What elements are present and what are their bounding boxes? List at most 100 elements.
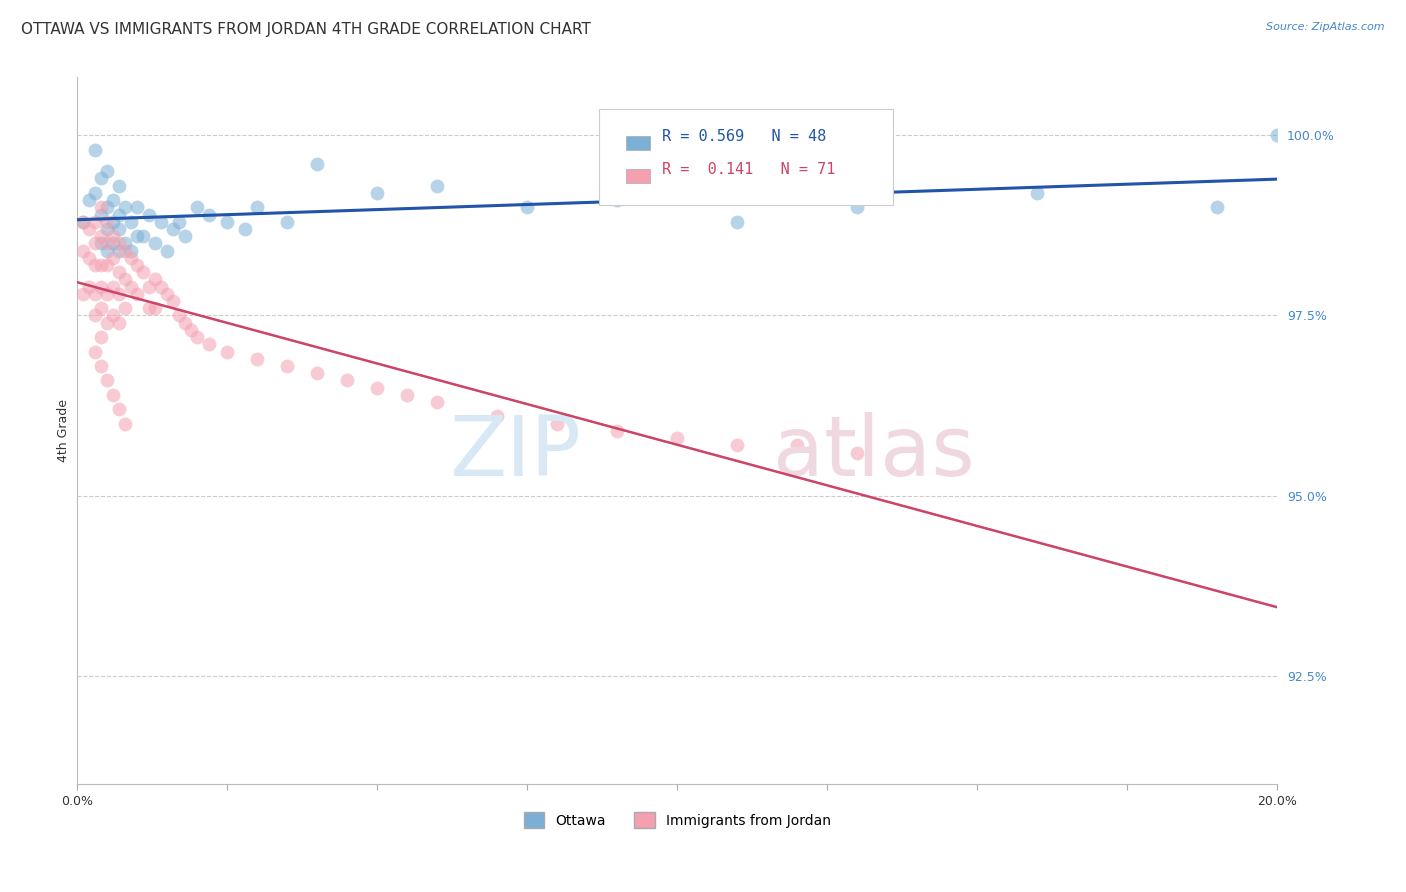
Point	[96, 286, 118, 301]
Point	[120, 215, 142, 229]
Point	[120, 279, 142, 293]
Text: atlas: atlas	[773, 411, 974, 492]
Point	[846, 200, 869, 214]
Point	[96, 215, 118, 229]
Point	[96, 236, 118, 251]
Point	[101, 193, 124, 207]
Point	[72, 286, 94, 301]
Point	[198, 207, 221, 221]
Point	[174, 229, 197, 244]
FancyBboxPatch shape	[626, 169, 650, 184]
Point	[246, 351, 269, 366]
Point	[114, 272, 136, 286]
Point	[90, 207, 112, 221]
Point	[96, 258, 118, 272]
Point	[396, 388, 419, 402]
Text: OTTAWA VS IMMIGRANTS FROM JORDAN 4TH GRADE CORRELATION CHART: OTTAWA VS IMMIGRANTS FROM JORDAN 4TH GRA…	[21, 22, 591, 37]
Point	[138, 207, 160, 221]
FancyBboxPatch shape	[626, 136, 650, 150]
Y-axis label: 4th Grade: 4th Grade	[58, 400, 70, 462]
Point	[174, 316, 197, 330]
Point	[246, 200, 269, 214]
Point	[276, 359, 298, 373]
Point	[84, 215, 107, 229]
Point	[186, 200, 208, 214]
Text: ZIP: ZIP	[450, 411, 581, 492]
Point	[114, 244, 136, 258]
Point	[1265, 128, 1288, 143]
Legend: Ottawa, Immigrants from Jordan: Ottawa, Immigrants from Jordan	[517, 806, 837, 834]
Point	[366, 381, 388, 395]
Point	[307, 366, 329, 380]
Point	[546, 417, 568, 431]
Point	[426, 178, 449, 193]
Point	[725, 215, 748, 229]
Point	[127, 200, 149, 214]
Point	[90, 359, 112, 373]
Point	[150, 215, 173, 229]
Point	[516, 200, 538, 214]
Point	[84, 186, 107, 200]
Point	[96, 222, 118, 236]
Point	[90, 258, 112, 272]
Point	[233, 222, 256, 236]
Text: Source: ZipAtlas.com: Source: ZipAtlas.com	[1267, 22, 1385, 32]
Point	[108, 207, 131, 221]
Point	[217, 215, 239, 229]
Point	[108, 402, 131, 417]
Point	[72, 244, 94, 258]
Point	[276, 215, 298, 229]
Point	[143, 301, 166, 316]
Point	[162, 294, 184, 309]
Point	[127, 258, 149, 272]
Point	[84, 309, 107, 323]
Point	[162, 222, 184, 236]
Point	[101, 388, 124, 402]
Point	[108, 178, 131, 193]
Point	[101, 309, 124, 323]
Point	[84, 286, 107, 301]
Point	[138, 279, 160, 293]
Point	[108, 222, 131, 236]
Point	[725, 438, 748, 452]
Point	[108, 316, 131, 330]
Point	[143, 272, 166, 286]
Point	[96, 200, 118, 214]
Point	[77, 222, 100, 236]
Point	[132, 229, 155, 244]
Point	[84, 236, 107, 251]
Point	[90, 236, 112, 251]
Point	[120, 251, 142, 265]
FancyBboxPatch shape	[599, 109, 893, 204]
Point	[150, 279, 173, 293]
Point	[114, 236, 136, 251]
Point	[1026, 186, 1049, 200]
Point	[156, 244, 179, 258]
Point	[666, 431, 689, 445]
Point	[77, 193, 100, 207]
Point	[84, 143, 107, 157]
Point	[127, 286, 149, 301]
Point	[167, 309, 190, 323]
Point	[101, 236, 124, 251]
Point	[90, 171, 112, 186]
Point	[120, 244, 142, 258]
Point	[96, 244, 118, 258]
Point	[426, 395, 449, 409]
Point	[108, 286, 131, 301]
Point	[90, 301, 112, 316]
Point	[156, 286, 179, 301]
Point	[108, 244, 131, 258]
Point	[366, 186, 388, 200]
Point	[114, 417, 136, 431]
Point	[143, 236, 166, 251]
Point	[101, 279, 124, 293]
Point	[84, 344, 107, 359]
Point	[96, 164, 118, 178]
Point	[217, 344, 239, 359]
Point	[72, 215, 94, 229]
Point	[180, 323, 202, 337]
Point	[198, 337, 221, 351]
Point	[77, 279, 100, 293]
Point	[307, 157, 329, 171]
